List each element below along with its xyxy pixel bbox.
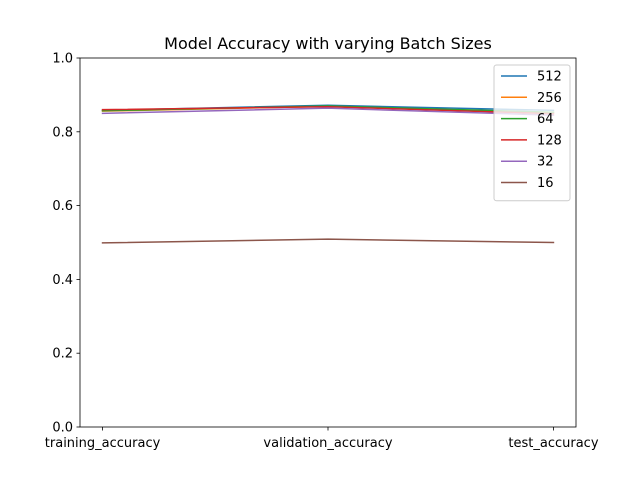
y-tick-label: 0.4 <box>52 273 73 288</box>
legend-label-256: 256 <box>537 91 562 106</box>
x-tick-label: test_accuracy <box>508 436 598 451</box>
legend-box <box>493 64 571 202</box>
plot-area <box>101 104 555 244</box>
axes: 0.0 0.2 0.4 0.6 0.8 1.0 training_accuracy valid… <box>45 52 599 452</box>
legend: 512 256 64 128 32 16 <box>493 64 571 202</box>
y-tick-label: 0.0 <box>52 421 73 436</box>
legend-label-128: 128 <box>537 133 562 148</box>
legend-label-16: 16 <box>537 176 554 191</box>
legend-label-512: 512 <box>537 70 562 85</box>
series-line-32 <box>101 107 555 116</box>
y-tick-label: 0.2 <box>52 347 73 362</box>
y-tick-label: 0.6 <box>52 199 73 214</box>
y-tick-label: 1.0 <box>52 52 73 67</box>
series-line-16 <box>101 238 555 244</box>
chart-title: Model Accuracy with varying Batch Sizes <box>164 34 492 53</box>
y-tick-label: 0.8 <box>52 125 73 140</box>
x-tick-label: training_accuracy <box>45 436 161 451</box>
series-line-128 <box>101 105 555 115</box>
legend-label-32: 32 <box>537 155 554 170</box>
x-tick-label: validation_accuracy <box>263 436 392 451</box>
legend-label-64: 64 <box>537 112 554 127</box>
